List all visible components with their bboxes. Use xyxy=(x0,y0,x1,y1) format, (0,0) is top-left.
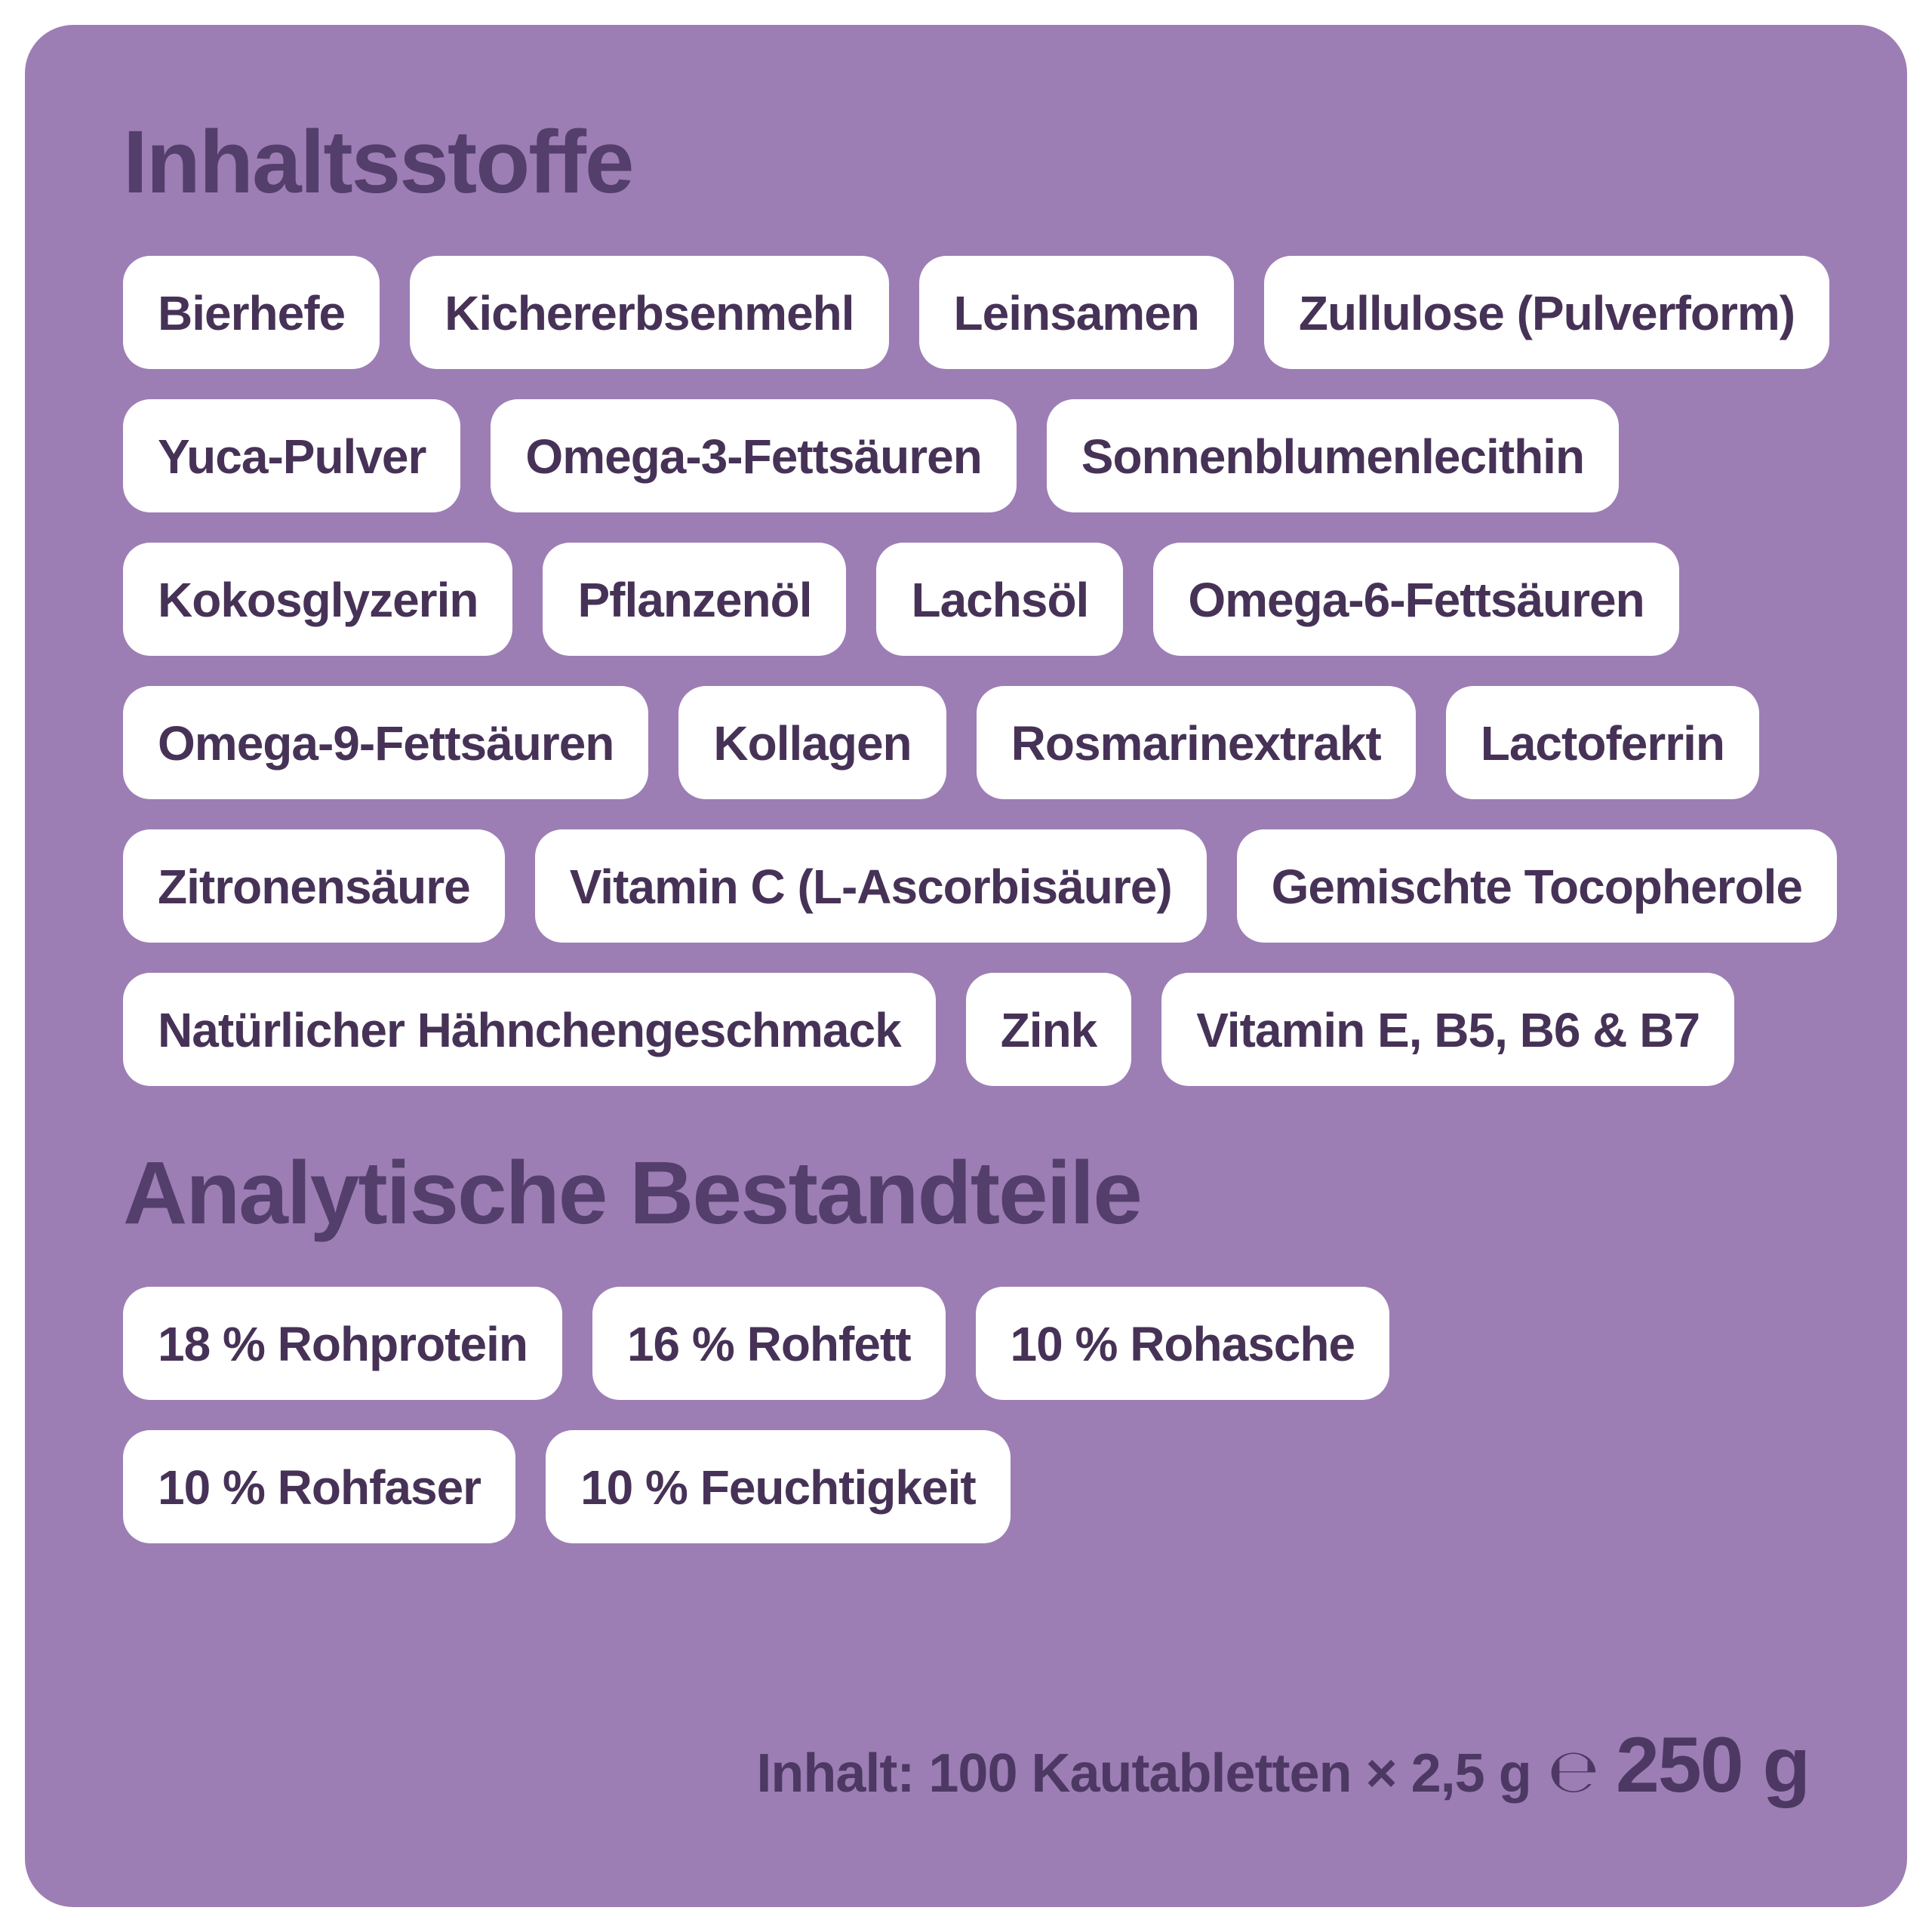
ingredient-row: Yuca-Pulver Omega-3-Fettsäuren Sonnenblu… xyxy=(123,398,1809,512)
net-content-text: Inhalt: 100 Kautabletten × 2,5 g xyxy=(756,1743,1531,1804)
ingredient-row: Omega-9-Fettsäuren Kollagen Rosmarinextr… xyxy=(123,685,1809,799)
ingredient-tag: Zullulose (Pulverform) xyxy=(1263,255,1830,369)
ingredients-tag-list: Bierhefe Kichererbsenmehl Leinsamen Zull… xyxy=(123,255,1837,1086)
ingredient-tag: Zitronensäure xyxy=(123,829,505,943)
ingredient-tag: Kokosglyzerin xyxy=(123,542,513,656)
ingredient-tag: Leinsamen xyxy=(918,255,1234,369)
ingredient-tag: Zink xyxy=(965,972,1132,1086)
net-weight: 250 g xyxy=(1616,1721,1810,1809)
analytical-tag: 18 % Rohprotein xyxy=(123,1286,562,1400)
estimated-sign-icon: ℮ xyxy=(1547,1736,1600,1806)
ingredient-tag: Omega-3-Fettsäuren xyxy=(491,398,1017,512)
ingredient-tag: Omega-9-Fettsäuren xyxy=(123,685,649,799)
analytical-row: 18 % Rohprotein 16 % Rohfett 10 % Rohasc… xyxy=(123,1286,1809,1400)
ingredient-tag: Omega-6-Fettsäuren xyxy=(1153,542,1679,656)
ingredient-tag: Gemischte Tocopherole xyxy=(1236,829,1837,943)
ingredient-tag: Kollagen xyxy=(678,685,946,799)
analytical-tag-list: 18 % Rohprotein 16 % Rohfett 10 % Rohasc… xyxy=(123,1286,1809,1543)
ingredient-tag: Vitamin C (L-Ascorbisäure) xyxy=(534,829,1207,943)
ingredient-tag: Vitamin E, B5, B6 & B7 xyxy=(1161,972,1735,1086)
ingredient-row: Zitronensäure Vitamin C (L-Ascorbisäure)… xyxy=(123,829,1837,943)
ingredient-tag: Bierhefe xyxy=(123,255,380,369)
ingredient-tag: Sonnenblumenlecithin xyxy=(1046,398,1620,512)
analytical-tag: 10 % Feuchtigkeit xyxy=(546,1429,1011,1543)
ingredient-tag: Lactoferrin xyxy=(1445,685,1759,799)
analytical-heading: Analytische Bestandteile xyxy=(123,1143,1143,1243)
ingredient-tag: Pflanzenöl xyxy=(543,542,847,656)
ingredient-tag: Rosmarinextrakt xyxy=(976,685,1416,799)
ingredient-row: Natürlicher Hähnchengeschmack Zink Vitam… xyxy=(123,972,1809,1086)
ingredient-tag: Yuca-Pulver xyxy=(123,398,461,512)
analytical-tag: 16 % Rohfett xyxy=(592,1286,946,1400)
ingredient-row: Kokosglyzerin Pflanzenöl Lachsöl Omega-6… xyxy=(123,542,1809,656)
label-panel: Inhaltsstoffe Bierhefe Kichererbsenmehl … xyxy=(25,25,1907,1907)
ingredient-tag: Natürlicher Hähnchengeschmack xyxy=(123,972,936,1086)
ingredient-tag: Kichererbsenmehl xyxy=(410,255,889,369)
net-content-line: Inhalt: 100 Kautabletten × 2,5 g ℮ 250 g xyxy=(756,1721,1810,1810)
analytical-tag: 10 % Rohasche xyxy=(975,1286,1390,1400)
analytical-tag: 10 % Rohfaser xyxy=(123,1429,516,1543)
ingredients-heading: Inhaltsstoffe xyxy=(123,112,635,212)
ingredient-row: Bierhefe Kichererbsenmehl Leinsamen Zull… xyxy=(123,255,1830,369)
ingredient-tag: Lachsöl xyxy=(876,542,1124,656)
analytical-row: 10 % Rohfaser 10 % Feuchtigkeit xyxy=(123,1429,1809,1543)
